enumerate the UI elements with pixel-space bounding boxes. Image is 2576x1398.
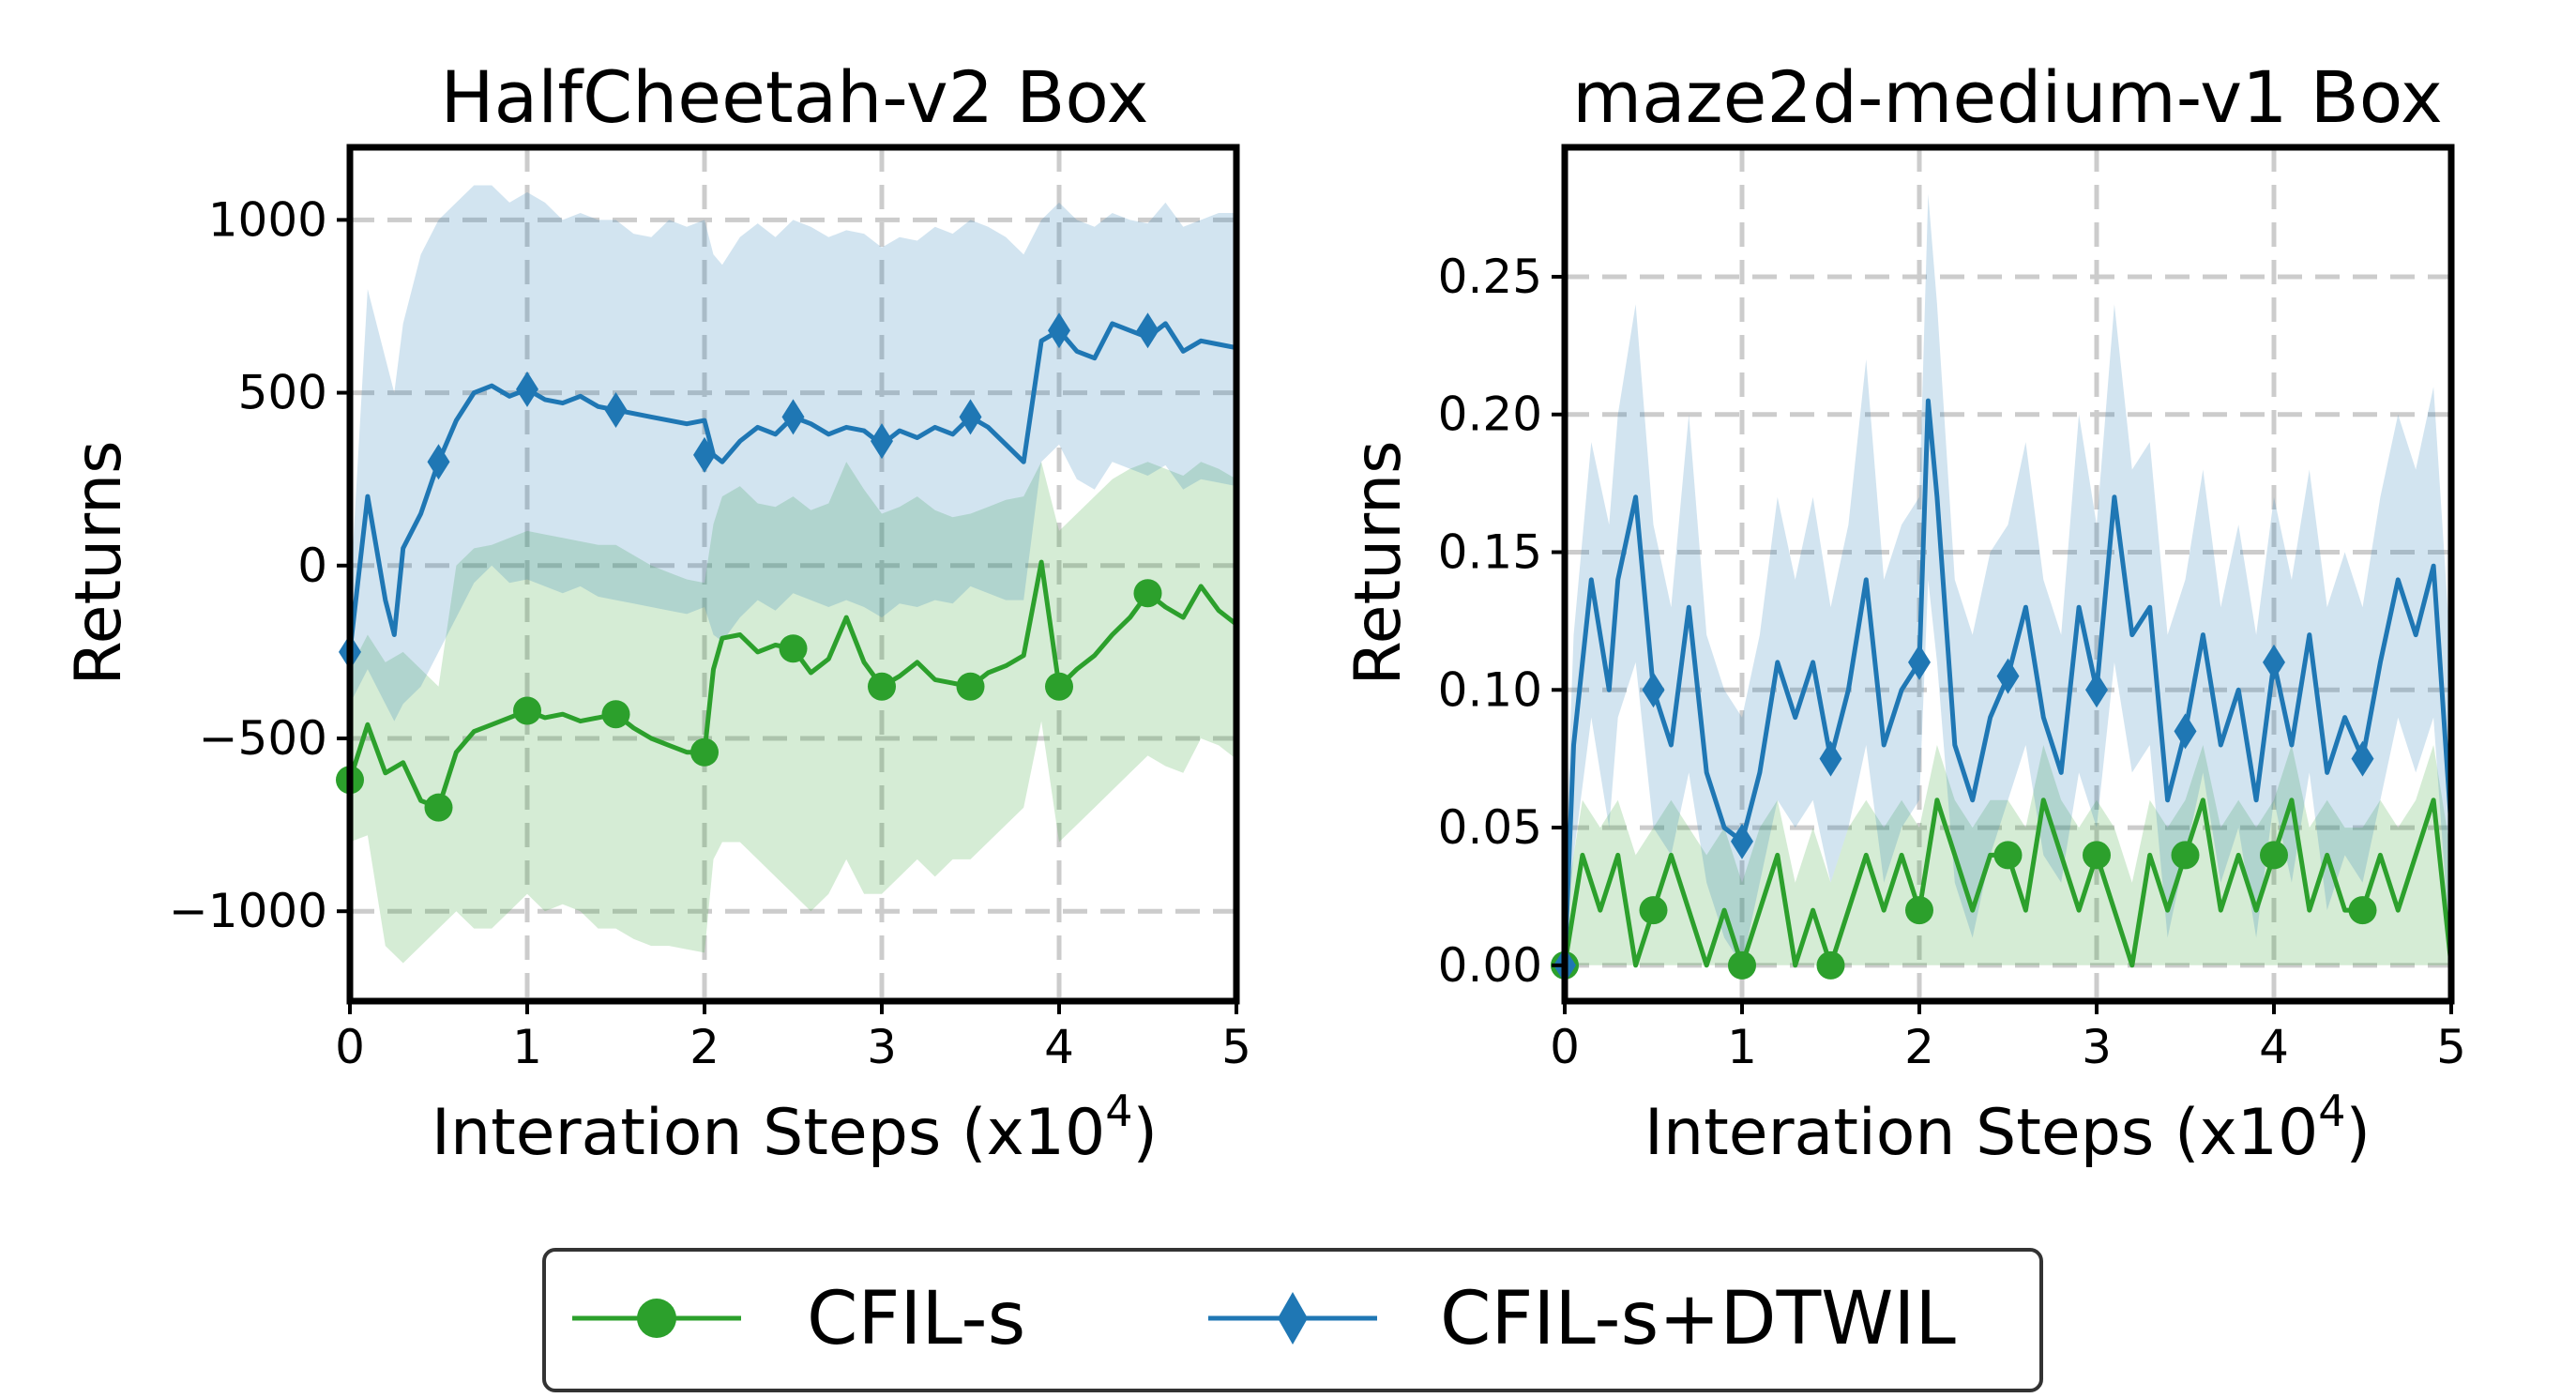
y-tick-label: 0.10 [1438,662,1542,717]
data-point-cfil-s-dtwil [2351,740,2374,777]
x-tick-label: 3 [2082,1020,2112,1074]
data-point-cfil-s-dtwil [1996,658,2020,694]
axes-frame [1561,144,2455,1005]
legend-label-cfil-s: CFIL-s [807,1277,1025,1361]
y-tick-label: −500 [199,711,327,766]
chart-maze2d: maze2d-medium-v1 Box 0 1 2 3 4 50.000.050.100… [1341,55,2466,1170]
data-point-cfil-s-dtwil [1642,672,1665,708]
data-point-cfil-s-dtwil [1731,823,1753,859]
confidence-band-cfil-s-dtwil [350,185,1236,722]
data-point-cfil-s-dtwil [2174,713,2197,750]
legend-label-cfil-s-dtwil: CFIL-s+DTWIL [1440,1277,1956,1361]
data-point-cfil-s-dtwil [604,392,628,428]
y-tick-label: 0.25 [1438,250,1542,304]
data-point-cfil-s-dtwil [1908,644,1931,680]
data-point-cfil-s [2348,896,2377,925]
chart-halfcheetah: HalfCheetah-v2 Box 0 1 2 3 4 5 −1000 −500 0 500 10… [62,55,1251,1170]
x-axis-label-close: ) [1133,1096,1159,1170]
x-axis-label: Interation Steps (x104) [1644,1086,2371,1170]
x-axis-label-text: Interation Steps (x10 [1644,1096,2318,1170]
plot-area: 0 1 2 3 4 5 −1000 −500 0 500 1000 [169,144,1251,1074]
x-tick-label: 4 [1044,1020,1074,1074]
data-point-cfil-s-dtwil [781,399,805,435]
series-line-cfil-s-dtwil [1565,398,2451,965]
x-tick-label: 3 [867,1020,897,1074]
confidence-band-cfil-s [350,462,1236,964]
x-tick-label: 5 [2436,1020,2466,1074]
legend: CFIL-s CFIL-s+DTWIL [542,1248,2043,1392]
y-tick-label: 0 [297,539,327,593]
x-tick-label: 1 [1727,1020,1757,1074]
data-point-cfil-s [1728,950,1756,980]
y-axis-label: Returns [1341,440,1416,685]
chart-title: maze2d-medium-v1 Box [1572,55,2443,139]
data-point-cfil-s-dtwil [693,436,716,473]
x-axis-label-exponent: 4 [1105,1086,1132,1136]
data-point-cfil-s-dtwil [1819,740,1842,777]
data-point-cfil-s-dtwil [427,444,450,480]
plot-area: 0 1 2 3 4 5 0.00 0.05 0.10 0.15 0.20 0.25 [1438,144,2466,1074]
data-point-cfil-s [513,696,541,725]
data-point-cfil-s [424,793,453,822]
axes-frame [346,144,1240,1005]
data-point-cfil-s-dtwil [2263,644,2285,680]
chart-title: HalfCheetah-v2 Box [440,55,1148,139]
x-tick-label: 2 [1904,1020,1934,1074]
y-tick-label: 0.05 [1438,800,1542,855]
y-axis-label: Returns [62,440,136,685]
data-point-cfil-s [779,634,808,663]
data-point-cfil-s-dtwil [516,371,538,407]
series-line-cfil-s-dtwil [350,321,1236,653]
data-point-cfil-s-dtwil [1048,312,1070,349]
y-tick-label: −1000 [169,884,327,938]
series-layer [350,185,1236,964]
data-point-cfil-s [690,737,719,767]
y-tick-label: 0.15 [1438,525,1542,580]
data-point-cfil-s [868,672,896,701]
legend-item-cfil-s-dtwil: CFIL-s+DTWIL [1208,1277,1956,1361]
data-point-cfil-s [2083,841,2111,870]
x-tick-label: 2 [689,1020,720,1074]
data-point-cfil-s [1045,672,1073,701]
x-axis-label-text: Interation Steps (x10 [432,1096,1105,1170]
x-tick-label: 0 [1550,1020,1580,1074]
data-point-cfil-s [1133,579,1162,608]
legend-marker-circle [637,1299,676,1338]
x-axis-label: Interation Steps (x104) [432,1086,1158,1170]
data-point-cfil-s [601,700,630,729]
x-tick-label: 4 [2259,1020,2289,1074]
legend-item-cfil-s: CFIL-s [572,1277,1025,1361]
data-point-cfil-s [956,672,985,701]
x-tick-label: 0 [335,1020,365,1074]
data-point-cfil-s [1905,896,1933,925]
y-tick-label: 1000 [208,192,327,247]
confidence-band-cfil-s-dtwil [1565,193,2451,965]
data-point-cfil-s-dtwil [959,399,982,435]
data-point-cfil-s [2260,841,2288,870]
y-tick-label: 500 [238,366,327,420]
data-point-cfil-s-dtwil [1136,312,1159,349]
data-point-cfil-s [1639,896,1668,925]
y-tick-label: 0.00 [1438,938,1542,993]
x-axis-label-exponent: 4 [2318,1086,2345,1136]
x-axis-label-close: ) [2346,1096,2371,1170]
data-point-cfil-s [1993,841,2023,870]
data-point-cfil-s-dtwil [2085,672,2108,708]
x-tick-label: 1 [512,1020,542,1074]
legend-marker-diamond [1278,1292,1308,1345]
data-point-cfil-s [2171,841,2200,870]
y-tick-label: 0.20 [1438,387,1542,442]
data-point-cfil-s-dtwil [871,423,893,460]
data-point-cfil-s [1816,950,1845,980]
x-tick-label: 5 [1221,1020,1251,1074]
